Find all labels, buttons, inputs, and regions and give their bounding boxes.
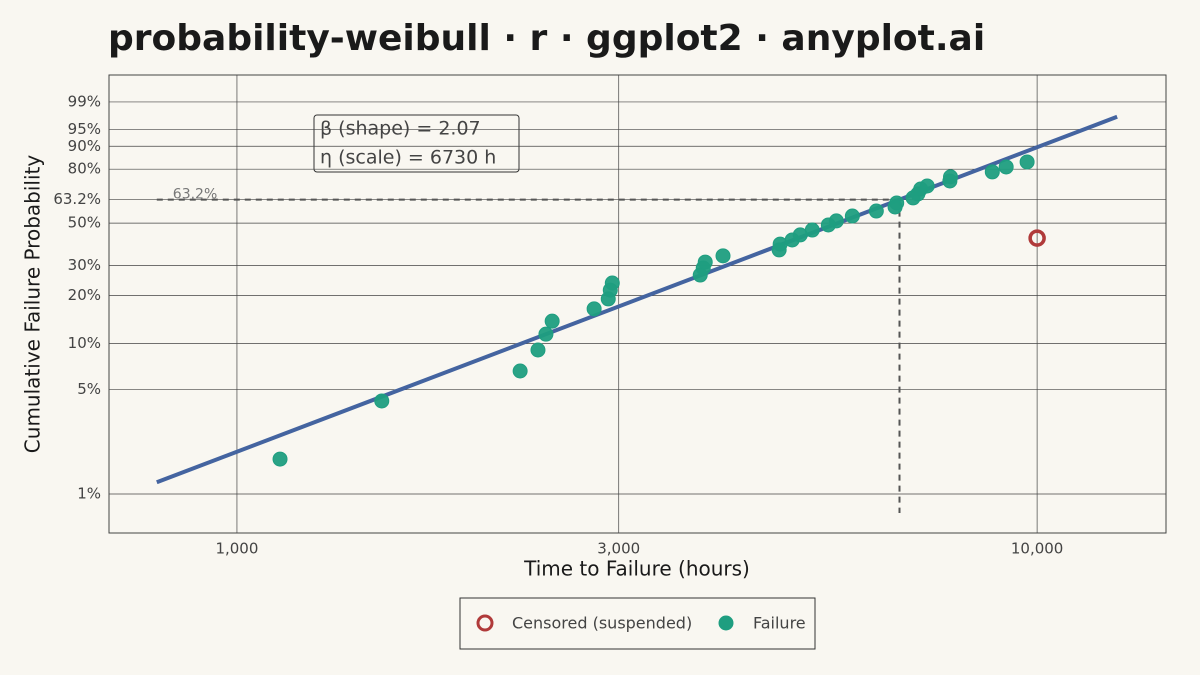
data-point xyxy=(868,203,884,219)
data-point xyxy=(697,254,713,270)
x-tick-label: 1,000 xyxy=(215,540,258,558)
data-point xyxy=(272,451,288,467)
x-tick-label: 3,000 xyxy=(597,540,640,558)
legend-box xyxy=(459,597,816,650)
plot-border xyxy=(108,74,1167,534)
y-tick-label: 80% xyxy=(68,160,101,178)
y-tick-label: 95% xyxy=(68,120,101,138)
x-tick-label: 10,000 xyxy=(1011,540,1064,558)
x-axis-title: Time to Failure (hours) xyxy=(523,557,750,581)
data-point xyxy=(998,159,1014,175)
data-point xyxy=(374,393,390,409)
y-tick-label: 99% xyxy=(68,92,101,110)
y-tick-label: 1% xyxy=(77,485,101,503)
legend-label: Failure xyxy=(753,614,806,633)
legend-label: Censored (suspended) xyxy=(512,614,692,633)
y-tick-label: 5% xyxy=(77,380,101,398)
y-axis-title: Cumulative Failure Probability xyxy=(21,155,45,454)
chart-title: probability-weibull · r · ggplot2 · anyp… xyxy=(108,18,985,59)
data-point xyxy=(828,213,844,229)
y-tick-label: 50% xyxy=(68,214,101,232)
annotation: η (scale) = 6730 h xyxy=(320,147,496,169)
data-point xyxy=(544,313,560,329)
reference-label: 63.2% xyxy=(173,187,217,203)
data-point xyxy=(530,342,546,358)
data-point xyxy=(1028,229,1046,247)
data-point xyxy=(512,363,528,379)
data-point xyxy=(984,164,1000,180)
data-point xyxy=(604,275,620,291)
y-tick-label: 63.2% xyxy=(53,190,101,208)
annotation: β (shape) = 2.07 xyxy=(320,118,481,140)
data-point xyxy=(943,169,959,185)
y-tick-label: 20% xyxy=(68,286,101,304)
data-point xyxy=(586,301,602,317)
data-point xyxy=(919,178,935,194)
data-point xyxy=(538,326,554,342)
data-point xyxy=(1019,154,1035,170)
data-point xyxy=(844,208,860,224)
y-tick-label: 30% xyxy=(68,256,101,274)
data-point xyxy=(889,195,905,211)
y-tick-label: 90% xyxy=(68,137,101,155)
y-tick-label: 10% xyxy=(68,334,101,352)
data-point xyxy=(715,248,731,264)
data-point xyxy=(804,222,820,238)
legend-marker xyxy=(718,615,734,631)
legend-marker xyxy=(476,614,494,632)
fit-line xyxy=(156,114,1118,485)
